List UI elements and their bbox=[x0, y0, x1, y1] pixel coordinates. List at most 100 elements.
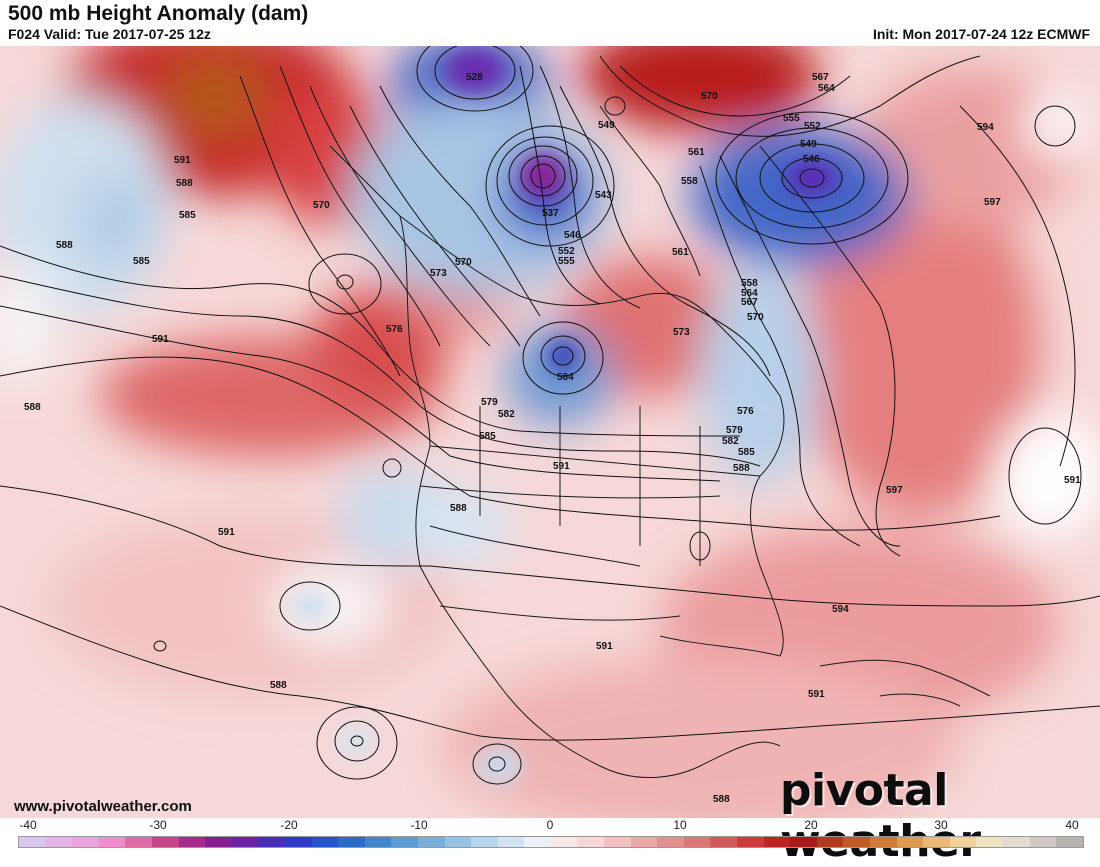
colorbar-swatch bbox=[790, 837, 817, 847]
anomaly-map: 528 591 588 585 570 588 585 591 588 591 … bbox=[0, 46, 1100, 818]
colorbar-tick: 20 bbox=[804, 818, 818, 832]
colorbar-swatch bbox=[471, 837, 498, 847]
colorbar-swatch bbox=[683, 837, 711, 847]
contour-label: 543 bbox=[595, 190, 612, 201]
contour-label: 552 bbox=[804, 121, 821, 132]
contour-label: 588 bbox=[450, 503, 467, 514]
contour-label: 591 bbox=[596, 641, 613, 652]
colorbar-swatch bbox=[1056, 837, 1083, 847]
colorbar-swatch bbox=[231, 837, 259, 847]
contour-label: 582 bbox=[722, 436, 739, 447]
contour-label: 561 bbox=[672, 247, 689, 258]
colorbar bbox=[18, 836, 1084, 848]
colorbar-swatch bbox=[311, 837, 339, 847]
colorbar-tick: 40 bbox=[1065, 818, 1079, 832]
colorbar-swatch bbox=[816, 837, 844, 847]
contour-label: 597 bbox=[984, 197, 1001, 208]
contour-label: 585 bbox=[479, 431, 496, 442]
contour-label: 564 bbox=[818, 83, 835, 94]
contour-label: 564 bbox=[557, 372, 574, 383]
colorbar-swatch bbox=[19, 837, 46, 847]
colorbar-swatch bbox=[258, 837, 285, 847]
contour-label: 579 bbox=[481, 397, 498, 408]
contour-label: 591 bbox=[1064, 475, 1081, 486]
contour-label: 588 bbox=[733, 463, 750, 474]
contour-label: 591 bbox=[553, 461, 570, 472]
colorbar-swatch bbox=[949, 837, 977, 847]
contour-label: 558 bbox=[741, 278, 758, 289]
contour-label: 567 bbox=[812, 72, 829, 83]
colorbar-ticks: -40 -30 -20 -10 0 10 20 30 40 bbox=[0, 818, 1100, 834]
colorbar-swatch bbox=[444, 837, 472, 847]
contour-label: 576 bbox=[737, 406, 754, 417]
contour-label: 564 bbox=[741, 288, 758, 299]
colorbar-swatch bbox=[338, 837, 365, 847]
colorbar-swatch bbox=[417, 837, 445, 847]
contour-label: 588 bbox=[270, 680, 287, 691]
colorbar-swatch bbox=[604, 837, 631, 847]
colorbar-swatch bbox=[870, 837, 897, 847]
colorbar-swatch bbox=[72, 837, 99, 847]
contour-label: 585 bbox=[133, 256, 150, 267]
colorbar-swatch bbox=[524, 837, 551, 847]
contour-label: 594 bbox=[977, 122, 994, 133]
colorbar-swatch bbox=[577, 837, 605, 847]
colorbar-swatch bbox=[125, 837, 152, 847]
contour-label: 546 bbox=[803, 154, 820, 165]
contour-label: 597 bbox=[886, 485, 903, 496]
colorbar-swatch bbox=[284, 837, 312, 847]
contour-label: 594 bbox=[832, 604, 849, 615]
contour-label: 561 bbox=[688, 147, 705, 158]
colorbar-tick: -10 bbox=[410, 818, 428, 832]
contour-label: 555 bbox=[783, 113, 800, 124]
colorbar-swatch bbox=[657, 837, 684, 847]
colorbar-swatch bbox=[737, 837, 764, 847]
contour-label: 591 bbox=[218, 527, 235, 538]
contour-label: 549 bbox=[598, 120, 615, 131]
contour-label: 591 bbox=[152, 334, 169, 345]
colorbar-swatch bbox=[178, 837, 206, 847]
valid-time: F024 Valid: Tue 2017-07-25 12z bbox=[8, 26, 211, 42]
colorbar-swatch bbox=[151, 837, 179, 847]
colorbar-swatch bbox=[976, 837, 1003, 847]
contour-label: 570 bbox=[455, 257, 472, 268]
contour-label: 585 bbox=[738, 447, 755, 458]
contour-label: 591 bbox=[174, 155, 191, 166]
contour-label: 537 bbox=[542, 208, 559, 219]
colorbar-swatch bbox=[1002, 837, 1030, 847]
colorbar-swatch bbox=[843, 837, 870, 847]
init-time: Init: Mon 2017-07-24 12z ECMWF bbox=[872, 26, 1090, 42]
map-header: 500 mb Height Anomaly (dam) F024 Valid: … bbox=[0, 0, 1100, 46]
colorbar-swatch bbox=[1029, 837, 1057, 847]
colorbar-swatch bbox=[98, 837, 126, 847]
colorbar-swatch bbox=[497, 837, 525, 847]
colorbar-tick: -30 bbox=[149, 818, 167, 832]
map-canvas: 528 591 588 585 570 588 585 591 588 591 … bbox=[0, 46, 1100, 818]
contour-label: 573 bbox=[673, 327, 690, 338]
brand-watermark: pivotal weather bbox=[780, 765, 981, 867]
contour-label: 552 bbox=[558, 246, 575, 257]
contour-label: 585 bbox=[179, 210, 196, 221]
contour-label-layer: 528 591 588 585 570 588 585 591 588 591 … bbox=[24, 72, 1081, 805]
colorbar-swatch bbox=[896, 837, 924, 847]
contour-label: 582 bbox=[498, 409, 515, 420]
contour-label: 570 bbox=[701, 91, 718, 102]
colorbar-swatch bbox=[391, 837, 418, 847]
contour-label: 570 bbox=[313, 200, 330, 211]
colorbar-swatch bbox=[550, 837, 578, 847]
colorbar-swatch bbox=[45, 837, 73, 847]
height-contours bbox=[0, 55, 1100, 741]
contour-label: 555 bbox=[558, 256, 575, 267]
contour-label: 567 bbox=[741, 297, 758, 308]
contour-label: 576 bbox=[386, 324, 403, 335]
colorbar-swatch bbox=[923, 837, 950, 847]
colorbar-swatch bbox=[710, 837, 738, 847]
colorbar-swatch bbox=[364, 837, 392, 847]
contour-label: 573 bbox=[430, 268, 447, 279]
colorbar-tick: 0 bbox=[546, 818, 554, 832]
colorbar-swatch bbox=[205, 837, 232, 847]
colorbar-tick: 10 bbox=[673, 818, 687, 832]
contour-label: 588 bbox=[24, 402, 41, 413]
colorbar-swatch bbox=[630, 837, 658, 847]
colorbar-swatch bbox=[763, 837, 791, 847]
